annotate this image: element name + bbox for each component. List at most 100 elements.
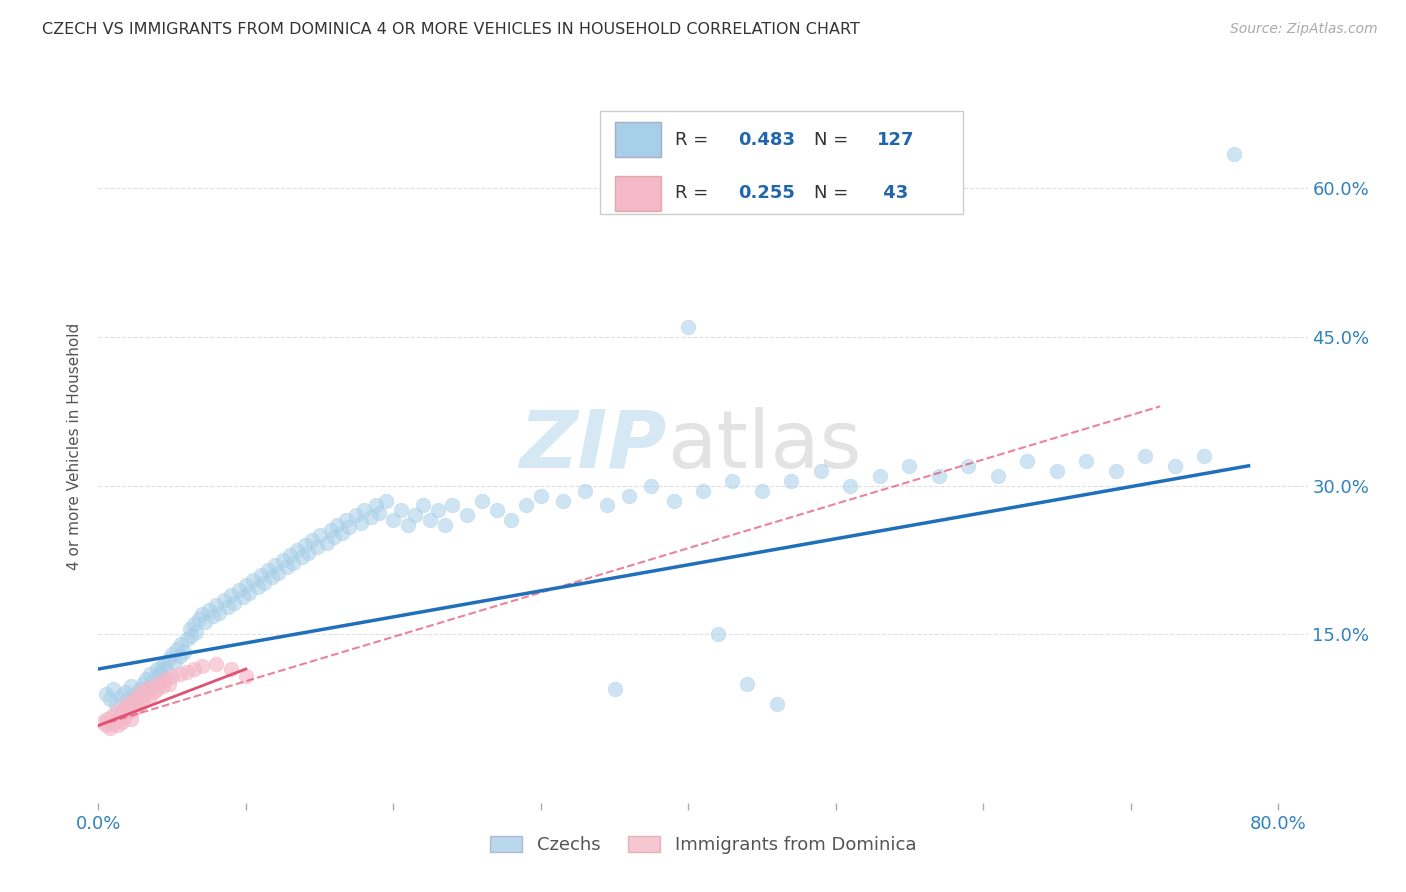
Bar	[614, 122, 661, 157]
Point	[346, 508, 368, 523]
Point	[108, 712, 131, 726]
Text: ZIP: ZIP	[519, 407, 666, 485]
Point	[165, 655, 187, 669]
Point	[101, 681, 124, 696]
Point	[305, 540, 328, 554]
Point	[603, 681, 626, 696]
Point	[389, 503, 412, 517]
Point	[110, 706, 132, 721]
Point	[149, 665, 172, 679]
Point	[326, 518, 349, 533]
Y-axis label: 4 or more Vehicles in Household: 4 or more Vehicles in Household	[67, 322, 83, 570]
Text: CZECH VS IMMIGRANTS FROM DOMINICA 4 OR MORE VEHICLES IN HOUSEHOLD CORRELATION CH: CZECH VS IMMIGRANTS FROM DOMINICA 4 OR M…	[42, 22, 860, 37]
Point	[228, 582, 250, 597]
Point	[139, 667, 162, 681]
Point	[112, 701, 135, 715]
Point	[139, 689, 162, 703]
Point	[117, 705, 139, 719]
Point	[166, 642, 188, 657]
Point	[271, 553, 294, 567]
Point	[202, 609, 225, 624]
Point	[122, 701, 145, 715]
Point	[184, 625, 207, 640]
Point	[291, 549, 314, 564]
Point	[456, 508, 478, 523]
Point	[183, 617, 205, 632]
Point	[987, 468, 1010, 483]
Point	[105, 697, 128, 711]
Point	[1017, 454, 1039, 468]
Point	[136, 681, 159, 696]
Point	[179, 623, 201, 637]
Point	[120, 679, 142, 693]
Point	[501, 513, 523, 527]
Point	[692, 483, 714, 498]
Point	[146, 662, 169, 676]
Point	[596, 499, 619, 513]
Point	[155, 672, 177, 686]
Point	[382, 513, 405, 527]
Point	[125, 698, 148, 713]
Point	[98, 722, 121, 736]
Point	[426, 503, 449, 517]
Point	[148, 669, 170, 683]
Point	[706, 627, 728, 641]
Point	[321, 523, 343, 537]
Point	[124, 691, 146, 706]
Text: 0.255: 0.255	[738, 185, 794, 202]
Point	[217, 599, 239, 614]
Point	[267, 566, 290, 580]
Point	[530, 489, 553, 503]
Point	[765, 697, 787, 711]
Point	[419, 513, 441, 527]
Point	[257, 563, 280, 577]
Point	[485, 503, 508, 517]
Point	[205, 598, 228, 612]
Text: N =: N =	[814, 130, 855, 149]
Point	[198, 602, 221, 616]
Point	[353, 503, 375, 517]
Point	[219, 588, 242, 602]
Point	[1194, 449, 1216, 463]
Point	[180, 629, 202, 643]
Point	[121, 695, 143, 709]
Point	[141, 679, 163, 693]
Point	[294, 538, 316, 552]
Point	[114, 685, 136, 699]
Point	[91, 714, 114, 729]
Point	[169, 649, 191, 664]
Point	[869, 468, 891, 483]
Point	[114, 708, 136, 723]
Point	[118, 698, 141, 713]
Point	[141, 679, 163, 693]
Point	[170, 637, 193, 651]
Point	[94, 687, 117, 701]
Point	[287, 543, 309, 558]
Point	[127, 689, 149, 703]
Point	[928, 468, 950, 483]
Point	[316, 536, 339, 550]
Point	[364, 499, 387, 513]
Point	[1223, 146, 1246, 161]
Point	[1076, 454, 1098, 468]
Point	[249, 567, 271, 582]
Text: N =: N =	[814, 185, 855, 202]
Point	[146, 681, 169, 696]
Point	[264, 558, 287, 572]
Point	[176, 632, 198, 647]
Point	[100, 708, 122, 723]
Point	[471, 493, 494, 508]
Point	[278, 548, 301, 562]
Point	[149, 674, 172, 689]
Point	[219, 662, 242, 676]
Point	[238, 585, 260, 599]
Point	[367, 507, 389, 521]
Point	[190, 659, 212, 673]
Point	[396, 518, 419, 533]
Point	[551, 493, 574, 508]
Point	[124, 687, 146, 701]
Text: R =: R =	[675, 185, 714, 202]
Point	[110, 689, 132, 703]
Point	[337, 520, 360, 534]
Point	[412, 499, 434, 513]
